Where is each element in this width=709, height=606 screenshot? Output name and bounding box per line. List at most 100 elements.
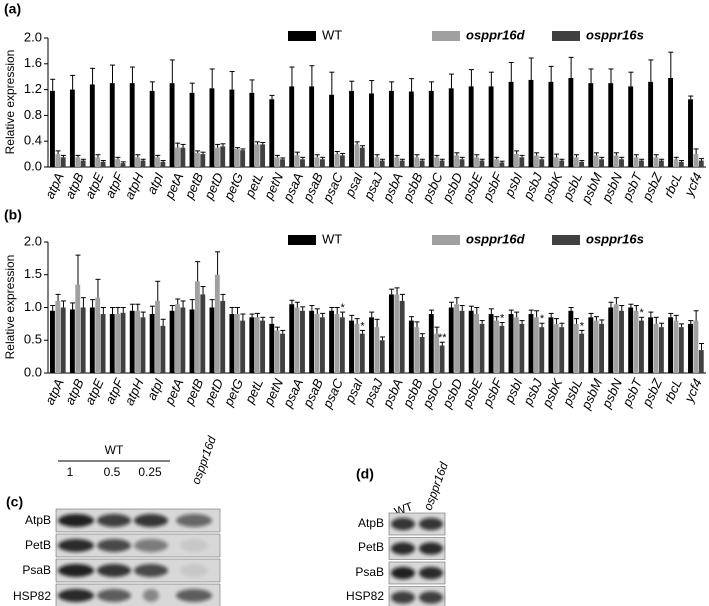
bar (434, 157, 440, 167)
bar (129, 310, 135, 373)
blot-band (97, 564, 131, 577)
x-tick-label: petA (161, 170, 186, 201)
bar (419, 336, 425, 373)
x-tick-label: petA (161, 376, 186, 407)
blot-band (143, 589, 159, 602)
legend-swatch (552, 31, 580, 41)
bar (75, 284, 81, 373)
bar (678, 161, 684, 167)
blot-band (391, 542, 415, 555)
bar (688, 323, 693, 373)
y-tick-label: 0.5 (24, 332, 42, 347)
bar (533, 317, 539, 373)
bar (479, 323, 485, 373)
bar (559, 160, 565, 167)
y-tick-label: 1.0 (24, 299, 42, 314)
bar (588, 317, 594, 373)
bar (229, 89, 235, 167)
bar (559, 327, 565, 373)
bar (369, 317, 374, 373)
bar (120, 312, 126, 373)
bar (399, 160, 405, 167)
blot-band (419, 542, 443, 555)
bar (189, 92, 195, 167)
y-tick-label: 0.0 (24, 158, 42, 173)
legend-swatch (288, 235, 316, 245)
bar (329, 94, 335, 167)
significance-label: * (640, 307, 645, 319)
x-tick-label: psbF (479, 169, 506, 203)
bar (573, 157, 579, 167)
x-tick-label: psaC (319, 376, 346, 411)
bar (494, 159, 499, 167)
x-tick-label: petB (181, 376, 206, 408)
significance-label: ** (438, 332, 447, 344)
bar (599, 159, 605, 167)
bar (129, 83, 135, 167)
blot-band (134, 564, 168, 577)
bar (619, 159, 624, 167)
blot-band (58, 539, 94, 552)
bar (573, 323, 579, 373)
bar (300, 159, 305, 167)
x-tick-label: ycf4 (681, 376, 705, 405)
x-tick-label: psbZ (639, 169, 666, 203)
panel-label: (d) (356, 466, 374, 482)
bar (513, 317, 519, 373)
bar (568, 77, 574, 167)
bar (135, 310, 141, 373)
legend-swatch (432, 31, 460, 41)
bar (189, 309, 195, 373)
bar (553, 157, 559, 167)
bar (319, 159, 325, 167)
bar (169, 310, 175, 373)
bar (280, 159, 285, 167)
bar (588, 83, 594, 167)
y-axis-title: Relative expression (3, 50, 17, 155)
bar (319, 317, 325, 373)
bar (220, 300, 226, 373)
bar (613, 304, 619, 373)
bar (374, 327, 380, 373)
bar (75, 157, 81, 167)
bar (269, 99, 275, 167)
bar (175, 304, 180, 373)
blot-band (58, 589, 94, 602)
bar (155, 157, 160, 167)
bar (214, 147, 220, 167)
bar (89, 307, 95, 373)
bar (309, 310, 315, 373)
bar (479, 160, 485, 167)
bar (234, 148, 240, 167)
bar (408, 320, 414, 373)
blot-band (97, 514, 131, 527)
bar (548, 81, 554, 167)
blot-band (97, 539, 131, 552)
x-tick-label: atpA (42, 376, 67, 407)
bar (653, 323, 659, 373)
x-tick-label: psbE (459, 376, 486, 410)
y-axis-title: Relative expression (3, 255, 17, 360)
panel-label: (b) (4, 207, 22, 223)
row-label: AtpB (358, 516, 384, 530)
bar (374, 157, 380, 167)
row-label: PetB (25, 538, 51, 552)
y-tick-label: 1.5 (24, 266, 42, 281)
bar (349, 90, 354, 167)
y-tick-label: 1.2 (24, 81, 42, 96)
bar (95, 157, 101, 167)
bar (474, 314, 479, 373)
bar (89, 84, 95, 167)
bar (359, 333, 365, 373)
blot-band (58, 564, 94, 577)
significance-label: * (360, 320, 365, 332)
lane-label: 0.25 (138, 465, 162, 479)
bar (579, 161, 585, 167)
blot-band (419, 591, 443, 604)
bar (693, 320, 699, 373)
bar (69, 89, 75, 167)
bar (474, 157, 479, 167)
bar (229, 314, 235, 373)
bar (454, 155, 460, 167)
